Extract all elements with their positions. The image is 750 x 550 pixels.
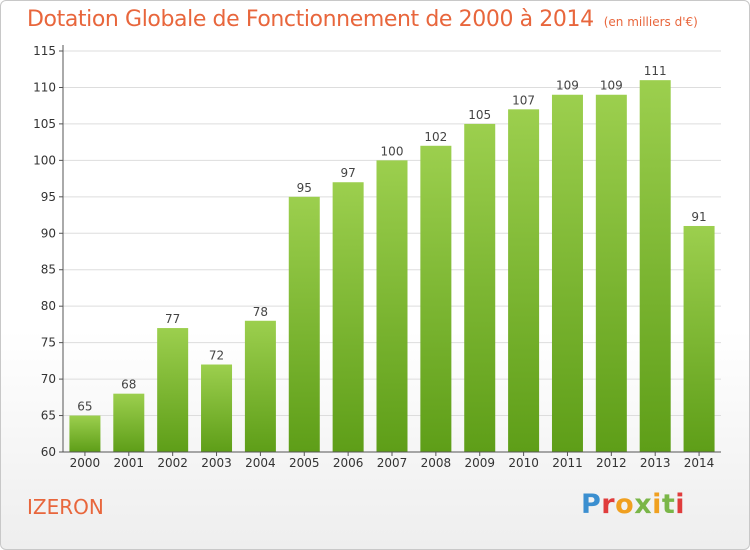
bar-2004 (244, 320, 276, 452)
bar-2006 (332, 182, 364, 452)
chart-title: Dotation Globale de Fonctionnement de 20… (27, 7, 594, 32)
data-label-2002: 77 (165, 312, 180, 326)
x-tick-label: 2000 (70, 456, 101, 470)
data-label-2011: 109 (556, 79, 579, 93)
bar-2011 (551, 94, 583, 452)
data-label-2013: 111 (644, 64, 667, 78)
y-tick-label: 85 (41, 263, 56, 277)
data-label-2000: 65 (77, 400, 92, 414)
bar-2013 (639, 80, 671, 452)
bar-2000 (69, 415, 101, 452)
x-tick-label: 2013 (640, 456, 671, 470)
x-tick-label: 2012 (596, 456, 627, 470)
labels: 65 68 77 72 78 95 97 100 102 105 107 109 109 111 91 (77, 64, 706, 413)
data-label-2007: 100 (381, 144, 404, 158)
chart-unit: (en milliers d'€) (603, 15, 698, 29)
x-tick-label: 2002 (157, 456, 188, 470)
x-tick-label: 2010 (508, 456, 539, 470)
y-tick-label: 95 (41, 190, 56, 204)
bar-2014 (683, 225, 715, 452)
proxiti-logo: Proxiti (581, 489, 686, 520)
y-tick-label: 70 (41, 372, 56, 386)
data-label-2003: 72 (209, 349, 224, 363)
x-tick-label: 2004 (245, 456, 276, 470)
data-label-2012: 109 (600, 79, 623, 93)
x-tick-label: 2001 (114, 456, 145, 470)
commune-name: IZERON (27, 495, 104, 519)
data-label-2005: 95 (297, 181, 312, 195)
y-tick-label: 65 (41, 409, 56, 423)
x-tick-label: 2007 (377, 456, 408, 470)
data-label-2010: 107 (512, 93, 535, 107)
data-label-2006: 97 (340, 166, 355, 180)
x-tick-label: 2011 (552, 456, 583, 470)
data-label-2008: 102 (424, 130, 447, 144)
bar-2009 (464, 123, 496, 452)
x-tick-label: 2003 (201, 456, 232, 470)
x-tick-label: 2009 (464, 456, 495, 470)
bar-2003 (201, 364, 233, 452)
x-tick-label: 2005 (289, 456, 320, 470)
y-tick-label: 75 (41, 336, 56, 350)
y-tick-label: 90 (41, 226, 56, 240)
y-tick-label: 110 (33, 80, 56, 94)
x-tick-label: 2008 (421, 456, 452, 470)
axes: 60 65 70 75 80 85 90 95 100 105 110 115 2000 2001 2002… (33, 44, 721, 470)
y-tick-label: 115 (33, 44, 56, 58)
x-tick-label: 2014 (684, 456, 715, 470)
y-tick-label: 105 (33, 117, 56, 131)
data-label-2004: 78 (253, 305, 268, 319)
bar-2007 (376, 160, 408, 452)
data-label-2014: 91 (691, 210, 706, 224)
x-tick-label: 2006 (333, 456, 364, 470)
y-tick-label: 60 (41, 445, 56, 459)
bar-2012 (595, 94, 627, 452)
bar-2005 (288, 196, 320, 452)
y-tick-label: 80 (41, 299, 56, 313)
data-label-2001: 68 (121, 378, 136, 392)
y-tick-label: 100 (33, 153, 56, 167)
bar-2010 (508, 109, 540, 452)
bar-2002 (157, 328, 189, 452)
data-label-2009: 105 (468, 108, 491, 122)
bar-2001 (113, 393, 145, 452)
bars (69, 80, 715, 453)
bar-2008 (420, 145, 452, 453)
chart-title-row: Dotation Globale de Fonctionnement de 20… (27, 7, 698, 32)
